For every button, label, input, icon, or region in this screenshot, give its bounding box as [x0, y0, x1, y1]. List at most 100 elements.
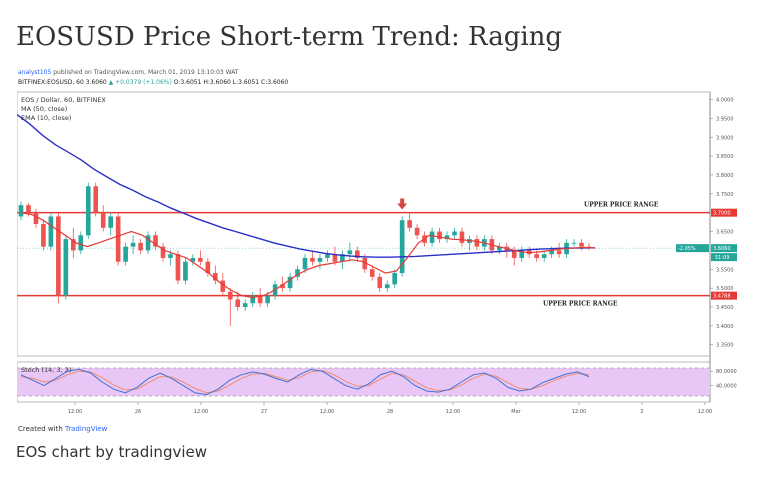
publisher-name[interactable]: analyst105 [18, 69, 52, 76]
candle-body [242, 303, 248, 307]
candle-body [325, 254, 330, 258]
candle-body [384, 284, 390, 289]
candle-body [407, 220, 412, 228]
time-tick-label: 26 [135, 409, 141, 415]
candle-body [347, 250, 353, 255]
stoch-axis: 80.0000 40.0000 [710, 369, 737, 390]
price-tick-label: 3.8000 [716, 173, 734, 179]
candle-body [33, 212, 39, 224]
down-arrow-marker [397, 198, 408, 210]
change-tag: -2.05% [678, 246, 696, 252]
candle-body [511, 250, 517, 258]
candle-body [302, 257, 308, 270]
candle-body [534, 254, 540, 258]
price-tick-label: 3.6500 [716, 230, 734, 236]
chart-caption: EOS chart by tradingview [16, 443, 208, 461]
ema-10-line [20, 212, 596, 299]
credit-prefix: Created with [18, 425, 63, 433]
price-level-label: UPPER PRICE RANGE [543, 301, 618, 308]
symbol-line: BITFINEX:EOSUSD, 60 3.6060 ▲ +0.0379 (+1… [18, 79, 288, 86]
candle-body [257, 295, 263, 304]
price-tick-label: 3.9500 [716, 116, 734, 122]
last-price-tag: 3.6060 [713, 246, 731, 252]
candle-body [175, 254, 181, 281]
price-chart[interactable]: UPPER PRICE RANGE UPPER PRICE RANGE 4.000… [17, 90, 743, 420]
candle-body [354, 250, 360, 258]
candle-body [392, 273, 398, 285]
candle-body [310, 257, 315, 262]
price-level-tag: 3.4788 [713, 294, 731, 300]
candle-body [183, 261, 188, 281]
candle-body [287, 276, 293, 289]
last-price-tag-bg [711, 244, 737, 253]
legend-ma[interactable]: MA (50, close) [21, 105, 67, 113]
candle-body [41, 224, 46, 247]
ohlc-values: O:3.6051 H:3.6060 L:3.6051 C:3.6060 [173, 79, 289, 86]
page-headline: EOSUSD Price Short-term Trend: Raging [16, 22, 563, 52]
price-tick-label: 3.4500 [716, 305, 734, 311]
time-tick-label: 12:00 [572, 409, 586, 415]
tradingview-logo[interactable]: TradingView [65, 425, 108, 433]
stoch-band [17, 368, 710, 396]
candle-body [265, 295, 270, 304]
publish-text: published on TradingView.com, March 01, … [53, 69, 239, 76]
candle-body [56, 216, 61, 296]
candle-body [123, 246, 128, 262]
candle-body [519, 250, 525, 258]
candle-body [452, 231, 457, 236]
time-tick-label: 12:00 [446, 409, 460, 415]
candle-body [459, 231, 465, 243]
price-tick-label: 3.5000 [716, 286, 734, 292]
candle-body [474, 239, 480, 247]
legend-ema[interactable]: EMA (10, close) [21, 114, 71, 122]
candle-body [579, 242, 584, 247]
time-axis: 12:00 26 12:00 27 12:00 28 12:00 Mar 12:00 2 12:00 [68, 402, 712, 415]
candle-body [444, 235, 450, 240]
candle-body [108, 216, 114, 228]
price-levels: UPPER PRICE RANGE UPPER PRICE RANGE [17, 202, 710, 308]
price-tick-label: 4.0000 [716, 98, 734, 104]
time-tick-label: 28 [387, 409, 393, 415]
candle-body [549, 250, 554, 255]
candle-body [93, 186, 99, 213]
price-tick-label: 3.7500 [716, 192, 734, 198]
time-tick-label: 12:00 [68, 409, 82, 415]
stoch-tick-label: 40.0000 [716, 384, 737, 390]
candle-body [85, 186, 91, 236]
candle-body [369, 269, 375, 277]
candle-body [220, 280, 226, 292]
candle-body [190, 257, 196, 262]
candle-body [160, 246, 166, 258]
candle-body [541, 254, 547, 258]
price-change: ▲ +0.0379 (+1.06%) [108, 79, 172, 86]
price-level-tag-bg [711, 291, 737, 300]
credit-line: Created with TradingView [18, 425, 107, 433]
candle-body [362, 257, 368, 270]
publish-line: analyst105 published on TradingView.com,… [18, 69, 239, 76]
candle-body [437, 231, 442, 240]
stoch-k-line [20, 368, 590, 396]
legend-title: EOS / Dollar, 60, BITFINEX [21, 96, 106, 104]
candle-body [556, 250, 562, 255]
candle-body [295, 269, 300, 277]
candle-body [198, 257, 203, 262]
legend-stoch[interactable]: Stoch (14, 3, 3) [21, 366, 71, 374]
candle-body [235, 299, 241, 307]
candle-body [280, 284, 285, 289]
price-tick-label: 3.5500 [716, 267, 734, 273]
symbol-name: BITFINEX:EOSUSD, 60 [18, 79, 84, 86]
time-tick-label: 12:00 [194, 409, 208, 415]
candle-body [205, 261, 211, 274]
time-tick-label: Mar [511, 409, 521, 415]
candle-body [78, 235, 84, 251]
candle-body [70, 239, 76, 251]
candle-body [429, 231, 435, 243]
candle-body [377, 276, 383, 289]
chart-background [17, 90, 743, 420]
candle-body [399, 220, 405, 274]
price-tags: 3.7000 3.4788 -2.05% 3.6060 51:09 [676, 208, 737, 300]
candle-body [26, 205, 31, 213]
candle-body [496, 246, 502, 251]
price-level-label: UPPER PRICE RANGE [584, 202, 659, 209]
candle-body [227, 291, 233, 300]
